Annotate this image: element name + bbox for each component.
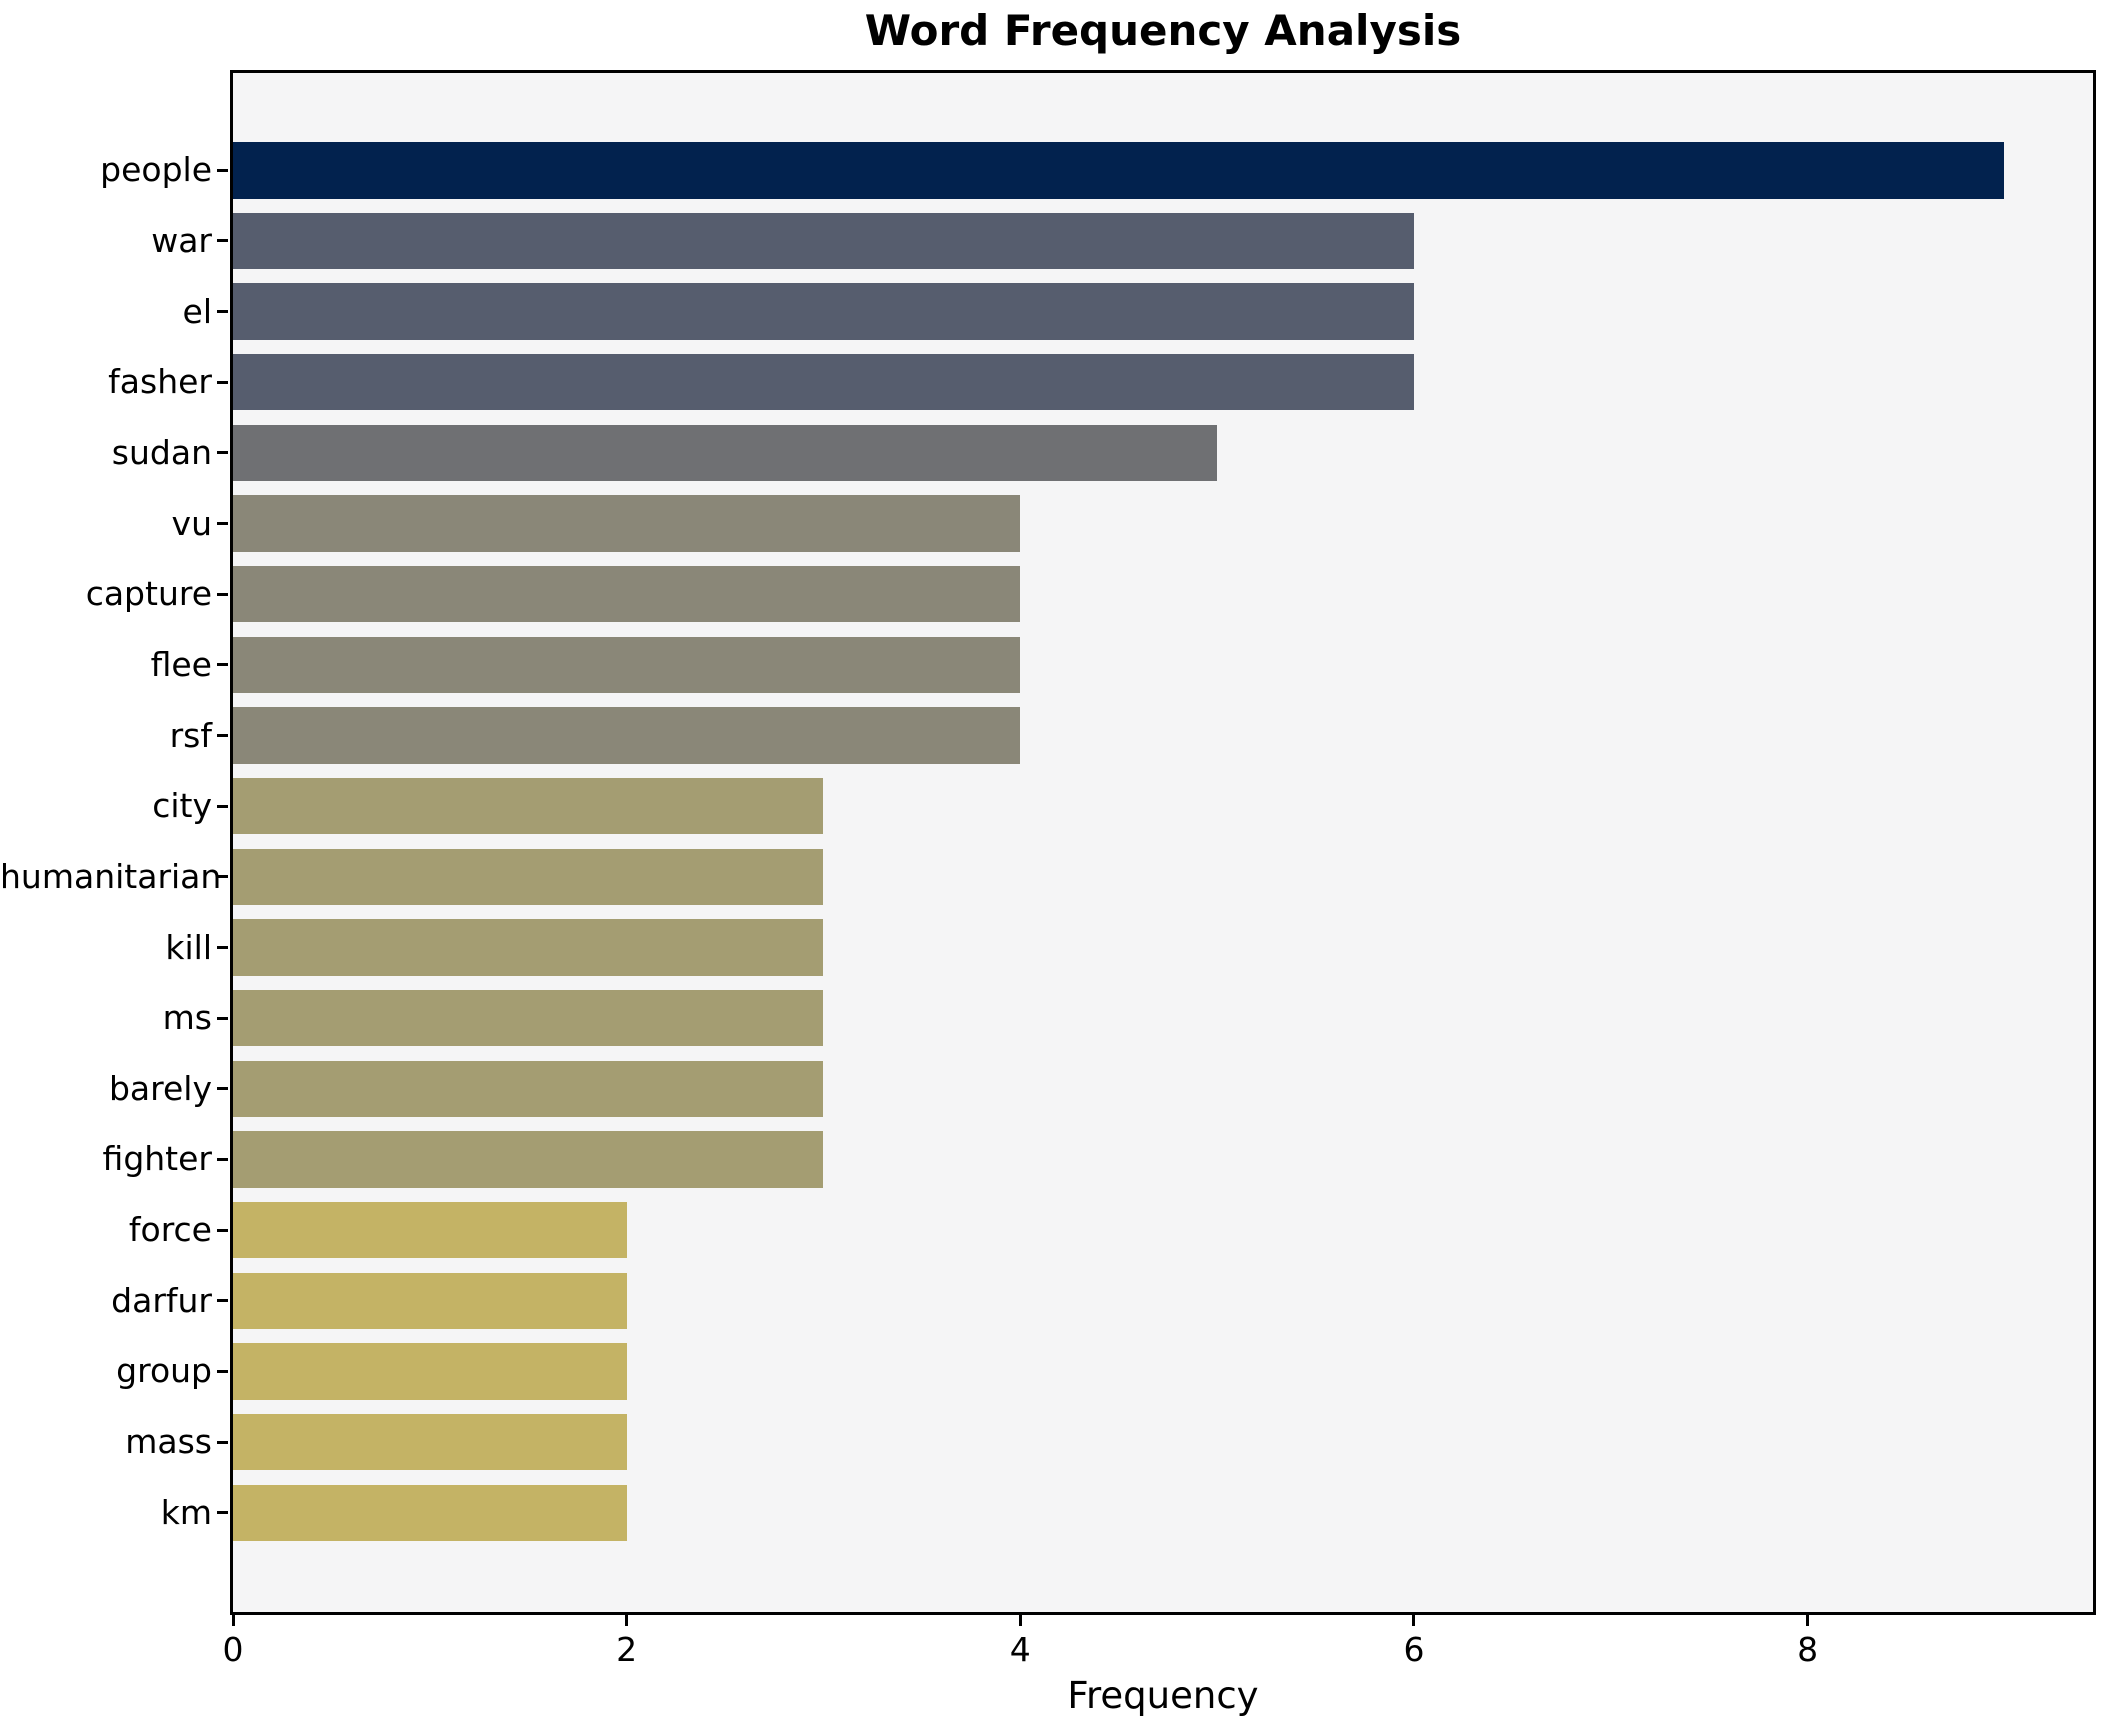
x-tick xyxy=(1018,1615,1022,1626)
bar-flee xyxy=(233,636,1021,694)
y-tick xyxy=(217,663,228,667)
y-tick xyxy=(217,1299,228,1303)
bar-war xyxy=(233,212,1414,270)
bar-people xyxy=(233,142,2005,199)
y-tick xyxy=(217,380,228,384)
bar-fasher xyxy=(233,353,1414,411)
y-category-label-force: force xyxy=(128,1210,212,1250)
plot-area xyxy=(230,70,2096,1615)
y-category-label-mass: mass xyxy=(125,1422,212,1462)
bar-sudan xyxy=(233,424,1218,482)
bar-fighter xyxy=(233,1131,824,1188)
bar-group xyxy=(233,1343,627,1400)
x-tick-label-0: 0 xyxy=(222,1630,244,1669)
y-tick xyxy=(217,1511,228,1515)
y-tick xyxy=(217,946,228,949)
y-category-label-ms: ms xyxy=(162,998,212,1038)
x-tick xyxy=(625,1615,629,1626)
bar-el xyxy=(233,283,1414,340)
y-tick xyxy=(217,522,228,526)
bar-barely xyxy=(233,1060,824,1118)
bar-km xyxy=(233,1484,627,1542)
y-tick xyxy=(217,451,228,455)
bar-capture xyxy=(233,565,1021,623)
y-tick xyxy=(217,734,228,738)
y-tick xyxy=(217,1440,228,1444)
y-tick xyxy=(217,168,228,172)
y-tick xyxy=(217,1087,228,1091)
y-tick xyxy=(217,875,228,879)
x-tick xyxy=(1806,1615,1810,1626)
bar-city xyxy=(233,777,824,835)
y-category-label-darfur: darfur xyxy=(111,1280,212,1320)
y-tick xyxy=(217,1228,228,1232)
x-tick-label-6: 6 xyxy=(1403,1630,1425,1669)
y-tick xyxy=(217,804,228,808)
bar-rsf xyxy=(233,707,1021,764)
y-category-label-capture: capture xyxy=(85,574,212,614)
x-tick-label-8: 8 xyxy=(1797,1630,1819,1669)
y-tick xyxy=(217,1157,228,1161)
y-category-label-sudan: sudan xyxy=(111,432,212,472)
y-category-label-el: el xyxy=(182,291,212,331)
bar-darfur xyxy=(233,1272,627,1330)
y-tick xyxy=(217,592,228,596)
y-tick xyxy=(217,310,228,314)
bar-mass xyxy=(233,1413,627,1471)
y-tick xyxy=(217,1369,228,1373)
y-category-label-city: city xyxy=(152,786,212,826)
y-tick xyxy=(217,1016,228,1020)
bar-force xyxy=(233,1201,627,1259)
bar-humanitarian xyxy=(233,848,824,906)
y-category-label-group: group xyxy=(116,1351,212,1391)
y-category-label-rsf: rsf xyxy=(169,715,212,755)
bar-ms xyxy=(233,989,824,1047)
x-tick xyxy=(231,1615,235,1626)
y-tick xyxy=(217,239,228,243)
x-tick-label-4: 4 xyxy=(1009,1630,1031,1669)
chart-title: Word Frequency Analysis xyxy=(864,6,1462,55)
y-category-label-barely: barely xyxy=(108,1068,212,1108)
y-category-label-km: km xyxy=(160,1492,212,1532)
y-category-label-vu: vu xyxy=(171,503,212,543)
y-category-label-kill: kill xyxy=(165,927,212,967)
y-category-label-fighter: fighter xyxy=(102,1139,212,1179)
x-tick-label-2: 2 xyxy=(616,1630,638,1669)
bar-kill xyxy=(233,919,824,976)
y-category-label-flee: flee xyxy=(150,644,212,684)
y-category-label-fasher: fasher xyxy=(108,362,212,402)
x-tick xyxy=(1412,1615,1416,1626)
bar-vu xyxy=(233,495,1021,552)
y-category-label-humanitarian: humanitarian xyxy=(0,856,222,896)
y-category-label-war: war xyxy=(151,220,212,260)
y-category-label-people: people xyxy=(100,150,212,190)
x-axis-label: Frequency xyxy=(1067,1674,1259,1717)
